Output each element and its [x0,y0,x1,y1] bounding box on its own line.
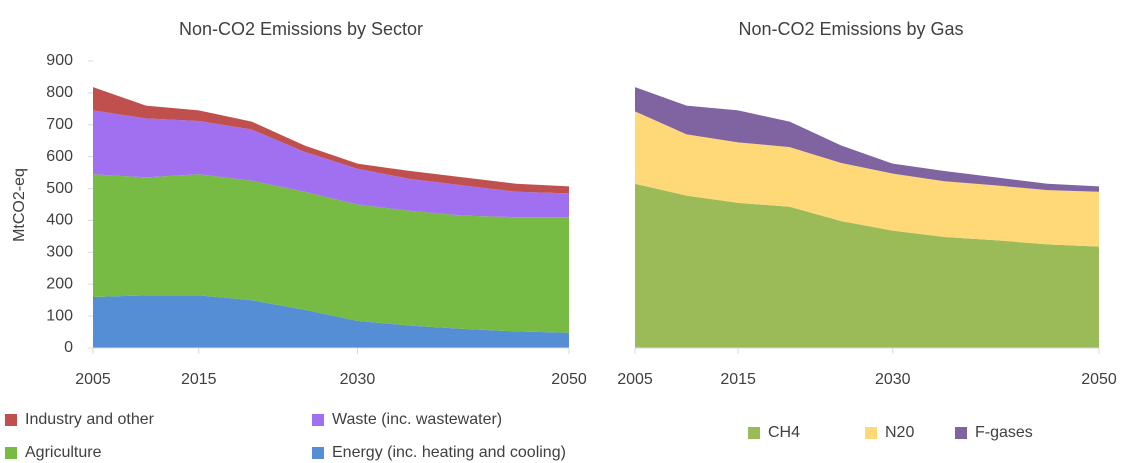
legend-label: CH4 [768,424,800,441]
legend-swatch [955,427,967,439]
legend-swatch [865,427,877,439]
area [635,87,1099,192]
x-tick-label: 2015 [181,371,217,388]
legend-swatch [5,447,17,459]
legend-label: Industry and other [25,411,155,428]
area [93,295,569,348]
chart-title: Non-CO2 Emissions by Sector [179,19,423,39]
x-tick-label: 2030 [340,371,376,388]
legend-swatch [312,447,324,459]
y-tick-label: 200 [46,275,73,292]
area [93,110,569,218]
legend-label: Agriculture [25,444,102,461]
y-tick-label: 100 [46,307,73,324]
y-tick-label: 900 [46,52,73,69]
area [635,111,1099,247]
legend-swatch [748,427,760,439]
legend-label: N20 [885,424,914,441]
y-tick-label: 300 [46,244,73,261]
x-tick-label: 2030 [875,371,911,388]
area [93,87,569,194]
y-tick-label: 0 [64,339,73,356]
legend-swatch [5,414,17,426]
x-tick-label: 2005 [617,371,653,388]
x-tick-label: 2050 [551,371,587,388]
y-tick-label: 500 [46,180,73,197]
x-tick-label: 2050 [1081,371,1117,388]
x-tick-label: 2005 [75,371,111,388]
area [93,174,569,333]
y-tick-label: 700 [46,116,73,133]
y-tick-label: 600 [46,148,73,165]
legend-swatch [312,414,324,426]
legend-label: F-gases [975,424,1033,441]
legend-label: Energy (inc. heating and cooling) [332,444,566,461]
x-tick-label: 2015 [720,371,756,388]
y-tick-label: 400 [46,212,73,229]
y-axis-label: MtCO2-eq [11,168,28,242]
y-tick-label: 800 [46,84,73,101]
chart-title: Non-CO2 Emissions by Gas [738,19,963,39]
area [635,183,1099,348]
legend-label: Waste (inc. wastewater) [332,411,502,428]
